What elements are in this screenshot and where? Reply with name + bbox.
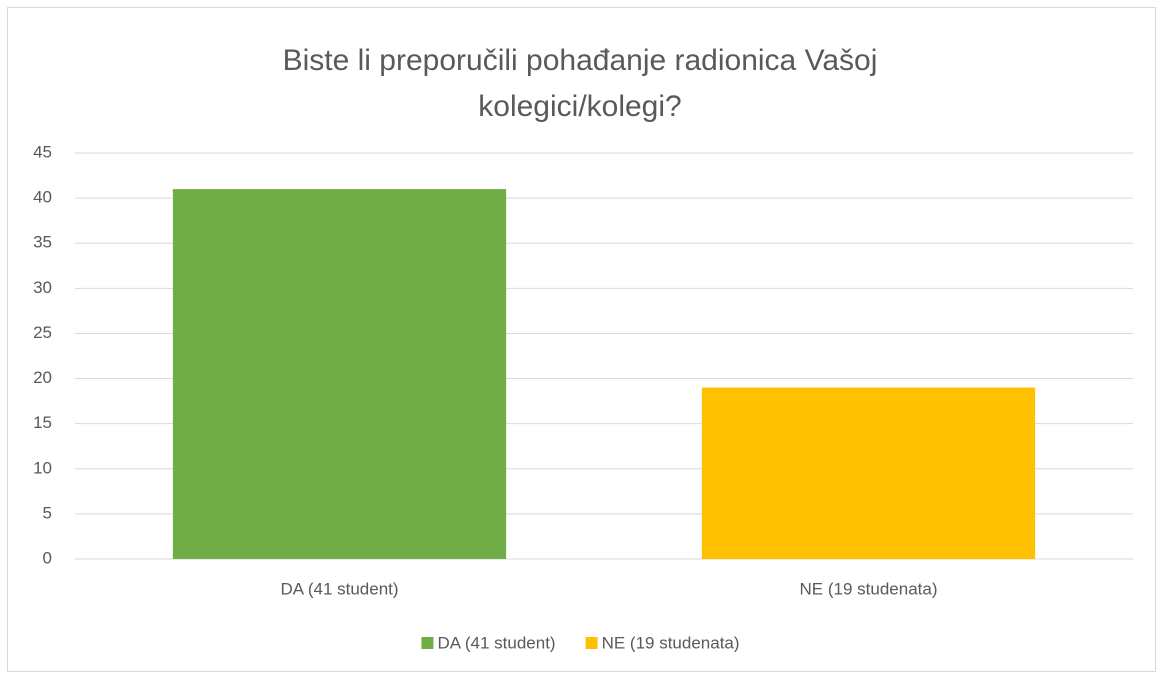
chart-border [7, 7, 1156, 672]
y-tick-label: 25 [33, 323, 52, 342]
legend-label: DA (41 student) [437, 633, 555, 652]
chart-title: Biste li preporučili pohađanje radionica… [282, 44, 878, 123]
x-tick-label: NE (19 studenata) [800, 579, 938, 598]
legend-swatch [421, 637, 434, 649]
y-tick-label: 15 [33, 413, 52, 432]
y-tick-label: 5 [43, 503, 52, 522]
bar [701, 387, 1036, 559]
y-tick-label: 40 [33, 188, 52, 207]
y-tick-label: 35 [33, 233, 52, 252]
y-tick-label: 30 [33, 278, 52, 297]
legend-label: NE (19 studenata) [602, 633, 740, 652]
y-tick-label: 20 [33, 368, 52, 387]
x-tick-label: DA (41 student) [280, 579, 398, 598]
legend-swatch [585, 637, 598, 649]
y-tick-label: 45 [33, 142, 52, 161]
y-tick-label: 10 [33, 458, 52, 477]
bar [172, 189, 507, 560]
y-tick-label: 0 [43, 548, 52, 567]
